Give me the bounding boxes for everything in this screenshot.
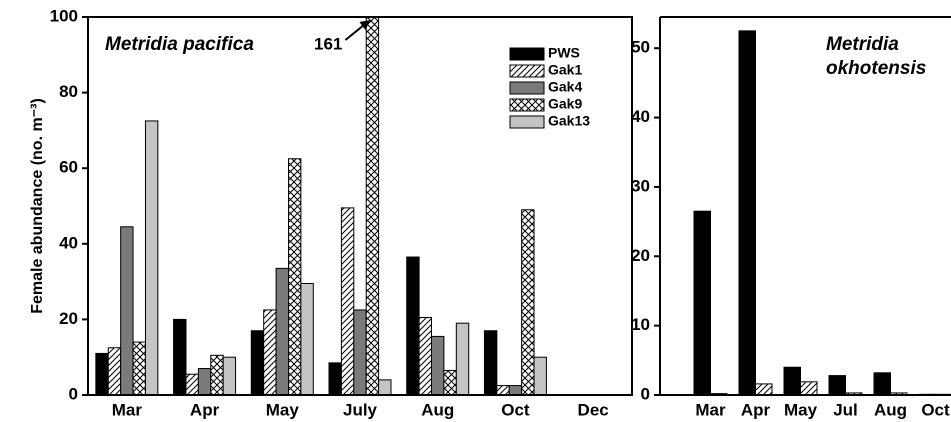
bar xyxy=(693,210,711,395)
bar xyxy=(443,369,457,395)
legend-label: PWS xyxy=(548,45,580,61)
x-tick-label: July xyxy=(343,400,378,419)
y-tick-label: 80 xyxy=(59,82,78,101)
bar xyxy=(185,373,199,395)
y-tick-label: 20 xyxy=(631,246,650,265)
legend-swatch xyxy=(509,64,545,78)
x-tick-label: Jul xyxy=(833,400,858,419)
panel-title: Metridia pacifica xyxy=(105,34,254,55)
x-tick-label: Oct xyxy=(501,400,530,419)
bar xyxy=(873,372,891,395)
bar xyxy=(783,366,801,395)
bar xyxy=(845,392,863,395)
y-tick-label: 10 xyxy=(631,315,650,334)
panel-title: Metridia xyxy=(826,34,899,55)
bar xyxy=(828,375,846,395)
x-tick-label: May xyxy=(266,400,300,419)
bar xyxy=(222,356,237,395)
bar xyxy=(144,120,159,395)
y-axis-label: Female abundance (no. m⁻³) xyxy=(29,98,46,314)
bar xyxy=(738,30,756,395)
bar xyxy=(263,309,277,395)
bar xyxy=(120,226,134,395)
bar xyxy=(328,362,342,395)
bar xyxy=(250,330,265,395)
bar xyxy=(365,17,380,395)
x-tick-label: Apr xyxy=(741,400,771,419)
plot-frame xyxy=(87,16,633,396)
bar xyxy=(107,347,122,395)
y-tick-label: 30 xyxy=(631,176,650,195)
legend-swatch xyxy=(509,47,545,61)
y-tick-label: 50 xyxy=(631,38,650,57)
x-tick-label: Mar xyxy=(695,400,726,419)
legend-label: Gak1 xyxy=(548,62,582,78)
panel-title: okhotensis xyxy=(826,58,926,79)
y-tick-label: 60 xyxy=(59,158,78,177)
bar xyxy=(406,256,420,395)
x-tick-label: Aug xyxy=(421,400,454,419)
bar xyxy=(95,352,109,395)
y-tick-label: 100 xyxy=(50,6,78,25)
legend-label: Gak13 xyxy=(548,113,590,129)
bar xyxy=(353,309,367,395)
legend-swatch xyxy=(509,115,545,129)
y-tick-label: 0 xyxy=(69,384,78,403)
bar xyxy=(132,341,146,395)
y-tick-label: 20 xyxy=(59,309,78,328)
bar xyxy=(210,354,224,395)
bar xyxy=(287,158,302,395)
bar xyxy=(275,267,289,395)
legend-swatch xyxy=(509,81,545,95)
bar xyxy=(533,356,547,395)
x-tick-label: Mar xyxy=(112,400,143,419)
y-tick-label: 0 xyxy=(641,384,650,403)
bar xyxy=(173,318,187,395)
bar xyxy=(521,209,535,395)
x-tick-label: May xyxy=(784,400,818,419)
legend-label: Gak9 xyxy=(548,96,582,112)
bar xyxy=(300,282,314,395)
plot-area xyxy=(95,17,547,395)
value-label: 161 xyxy=(314,34,342,53)
legend-label: Gak4 xyxy=(548,79,582,95)
bar xyxy=(890,392,908,395)
x-tick-label: Apr xyxy=(190,400,220,419)
bar xyxy=(197,368,212,395)
y-tick-label: 40 xyxy=(631,107,650,126)
bar xyxy=(378,379,392,395)
bar xyxy=(755,383,773,395)
y-tick-label: 40 xyxy=(59,233,78,252)
bar xyxy=(483,330,498,395)
annotation-arrowhead xyxy=(359,20,371,30)
legend-swatch xyxy=(509,98,545,112)
x-tick-label: Oct xyxy=(921,400,950,419)
bar xyxy=(431,335,445,395)
bar xyxy=(418,317,433,395)
bar xyxy=(800,381,818,395)
bar xyxy=(340,207,355,395)
x-tick-label: Dec xyxy=(578,400,609,419)
plot-area xyxy=(693,30,951,395)
bar xyxy=(455,322,470,395)
bar xyxy=(496,385,510,395)
x-tick-label: Aug xyxy=(874,400,907,419)
bar xyxy=(508,385,523,395)
